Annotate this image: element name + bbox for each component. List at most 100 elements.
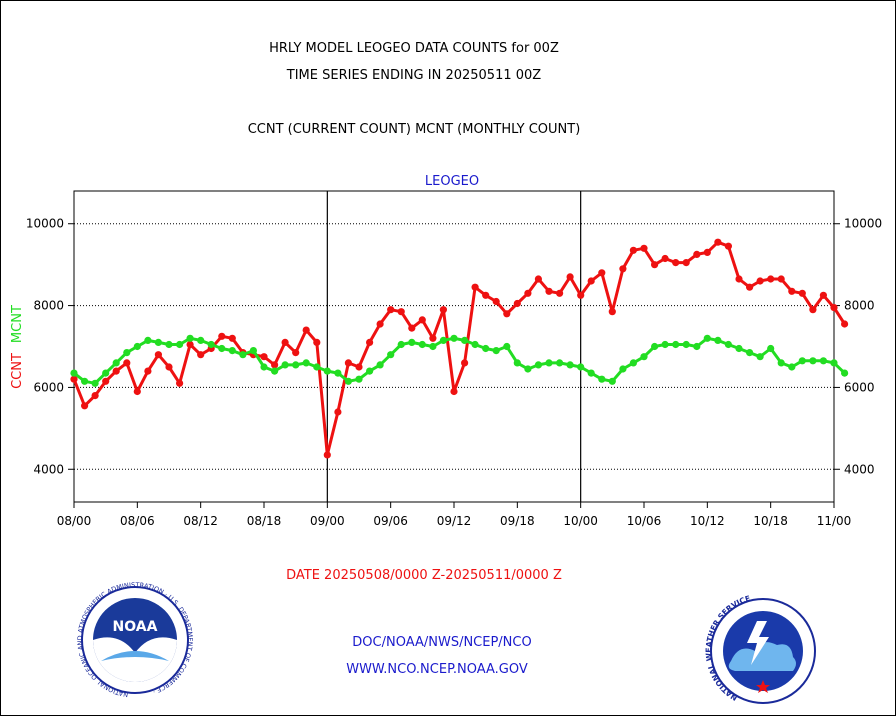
- point-mcnt-50: [598, 375, 606, 383]
- point-mcnt-15: [228, 347, 236, 355]
- series-line-ccnt: [72, 240, 846, 457]
- point-mcnt-19: [271, 367, 279, 375]
- point-mcnt-27: [355, 375, 363, 383]
- point-ccnt-42: [513, 299, 521, 308]
- point-ccnt-5: [123, 359, 131, 367]
- point-mcnt-34: [429, 342, 437, 351]
- point-ccnt-26: [344, 359, 352, 367]
- point-ccnt-64: [746, 283, 754, 291]
- x-ticks: 08/00 08/06 08/12 08/18 09/00 09/06 09/12 09/18…: [57, 502, 851, 528]
- grid-lines: [74, 223, 834, 470]
- point-ccnt-2: [91, 392, 99, 400]
- point-ccnt-63: [735, 275, 743, 283]
- cloud-icon: [728, 642, 796, 671]
- title-line-3: CCNT (CURRENT COUNT) MCNT (MONTHLY COUNT…: [248, 122, 581, 137]
- point-mcnt-61: [714, 336, 722, 344]
- point-mcnt-26: [344, 377, 352, 385]
- point-ccnt-38: [471, 283, 479, 291]
- point-mcnt-40: [492, 347, 500, 355]
- point-ccnt-70: [809, 306, 817, 314]
- x-tick-label-09/12: 09/12: [437, 514, 472, 528]
- x-tick-label-10/12: 10/12: [690, 514, 725, 528]
- point-mcnt-47: [566, 361, 574, 369]
- point-mcnt-12: [197, 336, 205, 344]
- org-label: DOC/NOAA/NWS/NCEP/NCO: [352, 635, 531, 650]
- point-mcnt-18: [260, 363, 268, 371]
- point-ccnt-7: [144, 367, 152, 375]
- point-ccnt-56: [661, 254, 669, 263]
- point-ccnt-65: [756, 277, 764, 285]
- day-dividers: [326, 191, 582, 502]
- point-ccnt-60: [703, 248, 711, 256]
- point-ccnt-39: [482, 291, 490, 299]
- point-mcnt-2: [91, 379, 99, 387]
- point-mcnt-72: [830, 359, 838, 367]
- point-mcnt-54: [640, 353, 648, 361]
- x-tick-label-09/00: 09/00: [310, 514, 345, 528]
- point-ccnt-44: [534, 275, 543, 283]
- chart-title: LEOGEO: [425, 174, 479, 189]
- point-ccnt-27: [355, 363, 363, 371]
- point-mcnt-23: [313, 363, 321, 371]
- point-ccnt-67: [777, 275, 785, 283]
- point-mcnt-64: [746, 349, 754, 357]
- point-ccnt-47: [566, 273, 574, 281]
- y-tick-label-right-8000: 8000: [844, 299, 875, 313]
- point-ccnt-15: [228, 334, 236, 342]
- point-mcnt-1: [81, 377, 89, 385]
- point-ccnt-50: [598, 269, 606, 277]
- point-ccnt-55: [651, 261, 659, 269]
- point-ccnt-40: [492, 297, 500, 306]
- point-mcnt-71: [819, 357, 828, 365]
- point-mcnt-17: [249, 347, 257, 355]
- point-mcnt-57: [672, 340, 680, 349]
- point-mcnt-37: [461, 336, 469, 344]
- point-mcnt-63: [735, 344, 743, 353]
- y-label-ccnt: CCNT: [10, 353, 25, 389]
- point-mcnt-13: [207, 340, 215, 349]
- point-mcnt-68: [788, 363, 796, 371]
- point-ccnt-30: [387, 306, 395, 314]
- point-ccnt-23: [313, 338, 321, 346]
- point-mcnt-38: [471, 340, 479, 349]
- point-ccnt-8: [154, 351, 162, 359]
- x-tick-label-08/06: 08/06: [120, 514, 155, 528]
- point-mcnt-55: [651, 342, 659, 351]
- point-mcnt-3: [102, 369, 110, 377]
- point-mcnt-8: [154, 338, 162, 346]
- title-line-2: TIME SERIES ENDING IN 20250511 00Z: [286, 68, 542, 83]
- point-mcnt-53: [629, 359, 638, 367]
- point-ccnt-36: [450, 387, 458, 396]
- point-mcnt-51: [608, 377, 616, 385]
- y-tick-label-left-4000: 4000: [33, 462, 64, 476]
- point-ccnt-71: [819, 291, 828, 299]
- point-mcnt-22: [302, 359, 310, 367]
- point-mcnt-70: [809, 357, 817, 365]
- point-ccnt-69: [798, 289, 806, 297]
- point-ccnt-22: [302, 326, 310, 334]
- point-ccnt-34: [429, 334, 437, 342]
- x-tick-label-08/18: 08/18: [247, 514, 282, 528]
- title-line-1: HRLY MODEL LEOGEO DATA COUNTS for 00Z: [269, 41, 559, 56]
- y-tick-label-right-4000: 4000: [844, 462, 875, 476]
- point-ccnt-58: [682, 259, 690, 267]
- point-mcnt-20: [281, 361, 289, 369]
- point-ccnt-19: [271, 361, 279, 369]
- point-mcnt-41: [503, 342, 511, 351]
- point-ccnt-54: [640, 244, 648, 252]
- point-ccnt-18: [260, 353, 268, 361]
- point-mcnt-9: [165, 340, 173, 349]
- point-ccnt-4: [112, 367, 120, 375]
- point-mcnt-43: [524, 365, 532, 373]
- y-tick-label-left-6000: 6000: [33, 380, 64, 394]
- point-mcnt-67: [777, 359, 785, 367]
- y-tick-label-left-10000: 10000: [26, 217, 64, 231]
- url-label: WWW.NCO.NCEP.NOAA.GOV: [346, 662, 528, 677]
- noaa-logo: NATIONAL OCEANIC AND ATMOSPHERIC ADMINIS…: [76, 581, 194, 699]
- x-tick-label-08/12: 08/12: [183, 514, 218, 528]
- point-ccnt-51: [608, 308, 616, 316]
- point-ccnt-1: [81, 402, 89, 410]
- point-mcnt-21: [292, 361, 300, 369]
- point-ccnt-24: [323, 451, 331, 459]
